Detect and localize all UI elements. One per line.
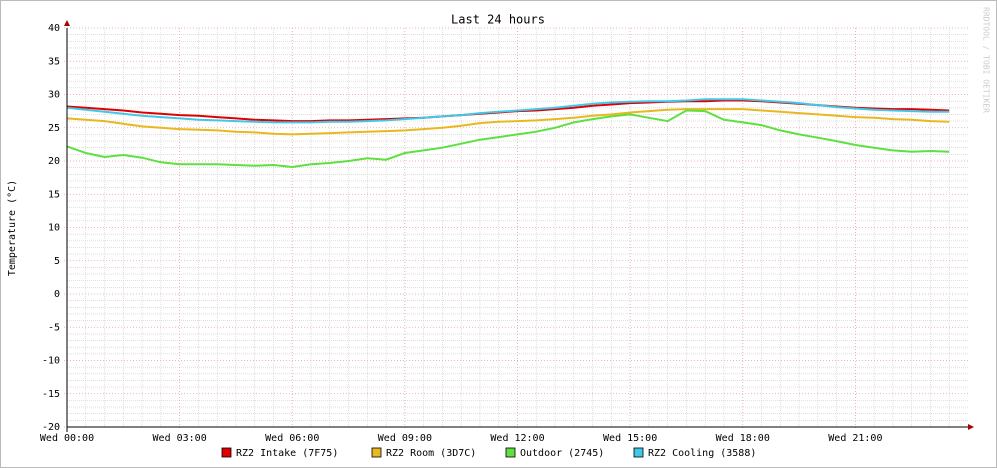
y-tick-label: 0 <box>54 289 60 300</box>
legend-label: RZ2 Room (3D7C) <box>386 448 476 459</box>
x-tick-label: Wed 18:00 <box>716 433 770 444</box>
y-tick-label: 25 <box>48 123 60 134</box>
x-arrow <box>968 424 974 430</box>
series-line <box>66 109 950 169</box>
x-tick-label: Wed 09:00 <box>378 433 432 444</box>
y-tick-label: -10 <box>42 356 60 367</box>
legend-label: RZ2 Cooling (3588) <box>648 448 756 459</box>
series-line <box>66 98 950 124</box>
legend-label: Outdoor (2745) <box>520 448 604 459</box>
chart-title: Last 24 hours <box>451 13 545 27</box>
x-tick-label: Wed 21:00 <box>828 433 882 444</box>
x-tick-label: Wed 00:00 <box>40 433 94 444</box>
legend-label: RZ2 Intake (7F75) <box>236 448 338 459</box>
watermark: RRDTOOL / TOBI OETIKER <box>982 7 991 113</box>
plot <box>66 98 950 169</box>
x-tick-label: Wed 06:00 <box>265 433 319 444</box>
y-tick-label: 10 <box>48 223 60 234</box>
y-arrow <box>64 20 70 26</box>
legend-swatch <box>633 447 644 458</box>
y-tick-label: 30 <box>48 90 60 101</box>
legend-swatch <box>505 447 516 458</box>
y-tick-label: -20 <box>42 422 60 433</box>
y-tick-label: 35 <box>48 56 60 67</box>
x-tick-label: Wed 12:00 <box>490 433 544 444</box>
y-tick-label: -15 <box>42 389 60 400</box>
x-tick-label: Wed 15:00 <box>603 433 657 444</box>
grid <box>64 27 968 430</box>
series-line <box>66 108 950 136</box>
y-tick-label: -5 <box>48 322 60 333</box>
y-tick-label: 20 <box>48 156 60 167</box>
legend: RZ2 Intake (7F75) RZ2 Room (3D7C) Outdoor … <box>221 447 756 459</box>
y-tick-label: 15 <box>48 189 60 200</box>
y-tick-label: 40 <box>48 23 60 34</box>
y-tick-label: 5 <box>54 256 60 267</box>
legend-swatch <box>221 447 232 458</box>
x-tick-label: Wed 03:00 <box>153 433 207 444</box>
y-axis-label: Temperature (°C) <box>7 180 18 276</box>
legend-swatch <box>371 447 382 458</box>
